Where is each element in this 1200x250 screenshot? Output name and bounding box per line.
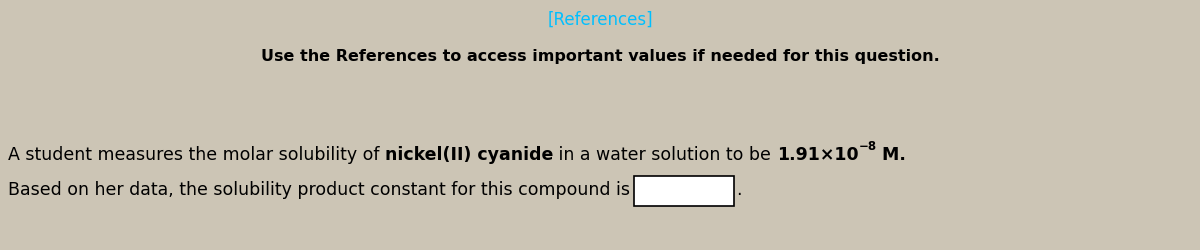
Text: −8: −8 — [858, 140, 876, 152]
Text: in a water solution to be: in a water solution to be — [553, 146, 776, 164]
Text: 1.91×10: 1.91×10 — [776, 146, 858, 164]
Text: nickel(II) cyanide: nickel(II) cyanide — [385, 146, 553, 164]
Text: Based on her data, the solubility product constant for this compound is: Based on her data, the solubility produc… — [8, 181, 630, 199]
Text: .: . — [736, 181, 742, 199]
Text: A student measures the molar solubility of: A student measures the molar solubility … — [8, 146, 385, 164]
Bar — [634, 176, 734, 206]
Text: Use the References to access important values if needed for this question.: Use the References to access important v… — [260, 50, 940, 64]
Text: [References]: [References] — [547, 10, 653, 28]
Text: M.: M. — [876, 146, 906, 164]
